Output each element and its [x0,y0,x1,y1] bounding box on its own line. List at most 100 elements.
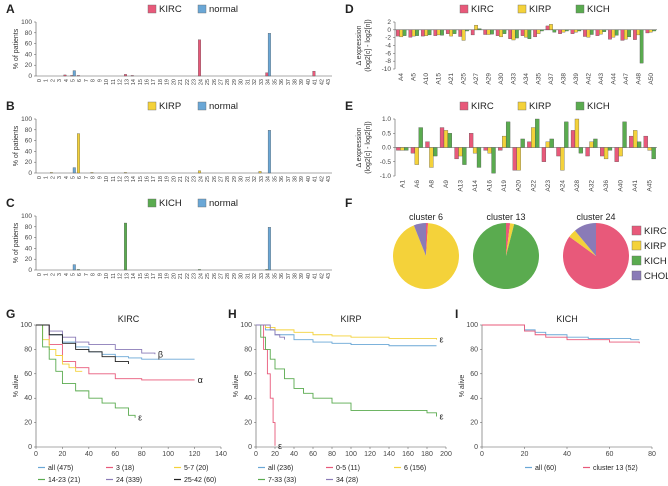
chart-a-xtick-label: 2 [50,79,56,82]
chart-d-bar-kirp [399,29,404,38]
chart-e-bar-kirp [458,147,463,157]
chart-g-xtick-label: 140 [215,451,227,458]
chart-c-xtick-label: 30 [239,273,245,279]
chart-a-legend-normal-label: normal [209,4,238,15]
chart-d-bar-kirc [420,29,425,37]
chart-a-bar-normal [72,70,76,77]
chart-e-bar-kirc [629,135,634,148]
chart-g-curve [36,324,136,418]
chart-g-curve-annotation: β [158,349,163,359]
chart-d-bar-kirc [495,29,500,36]
chart-c-legend-normal-swatch [197,198,207,208]
chart-e-bar-kirp [560,147,565,171]
chart-e-xtick-label: A6 [414,180,421,188]
chart-a-xtick-label: 28 [225,79,231,85]
chart-d-ytick-label: -8 [385,58,391,65]
chart-d-bar-kich [427,29,432,36]
pie-legend-chol-label: CHOL [644,271,668,282]
chart-d-bar-kich [552,29,557,33]
chart-b-bar-kirp [198,170,201,174]
chart-d-bar-kich [652,29,656,32]
chart-e-bar-kirp [516,147,521,171]
chart-a-xtick-label: 29 [232,79,238,85]
chart-b-xtick-label: 17 [151,176,157,182]
chart-d-bar-kich [415,29,419,36]
chart-i-ytick-label: 100 [466,322,478,329]
chart-a-xtick-label: 7 [84,79,90,82]
chart-d-bar-kirp [424,29,429,36]
pie-slice-kirc [506,223,511,256]
chart-a-xtick-label: 14 [131,79,137,85]
chart-e-ylabel-line: (log2[c] - log2[n]) [365,121,372,174]
chart-b-ytick-label: 100 [21,116,32,123]
chart-a-xtick-label: 9 [97,79,103,82]
chart-d-xtick-label: A50 [648,73,655,85]
chart-d-xtick-label: A4 [398,73,405,81]
chart-g-curve [36,324,195,360]
chart-c-xtick-label: 11 [111,273,117,279]
chart-e-bar-kirc [498,147,503,151]
chart-e-ylabel: Δ expression (log2[c] - log2[n]) [356,121,372,174]
chart-a-xtick-label: 21 [178,79,184,85]
chart-a-xtick-label: 36 [279,79,285,85]
chart-d-xtick-label: A5 [411,73,418,81]
chart-e-bar-kirp [531,127,536,148]
chart-b-legend-kirp-swatch [147,101,157,111]
chart-g-ytick-label: 80 [24,346,32,353]
chart-e-bar-kich [593,138,598,148]
chart-e-legend-kich-swatch [575,101,585,111]
chart-h-curve [256,324,285,340]
chart-d-xtick-label: A47 [623,73,630,85]
chart-c-bar-kich [198,269,201,271]
chart-a-xtick-label: 39 [299,79,305,85]
chart-e-bar-kich [447,133,452,148]
chart-b-xtick-label: 19 [165,176,171,182]
chart-c-xtick-label: 26 [212,273,218,279]
chart-e-bar-kich [636,141,642,148]
chart-h-curve-annotation: ε [440,335,444,345]
chart-e-xtick-label: A1 [399,180,406,188]
chart-a-xtick-label: 16 [145,79,151,85]
chart-e-bar-kirp [574,118,580,148]
chart-d-bar-kich [502,29,507,34]
chart-c-xtick-label: 4 [64,273,70,276]
chart-e-legend-kirp-swatch [517,101,527,111]
chart-e-bar-kirc [512,147,517,171]
chart-b-xtick-label: 2 [50,176,56,179]
chart-i-curve [482,324,640,344]
chart-e-xtick-label: A36 [603,180,610,192]
chart-e-bar-kich [535,118,540,148]
chart-g-legend-label: 24 (339) [116,477,142,484]
chart-e-xtick-label: A28 [574,180,581,192]
chart-a-xtick-label: 4 [64,79,70,82]
chart-c-xtick-label: 13 [124,273,130,279]
chart-e-bar-kirc [600,147,605,157]
chart-b-bar-kirp [50,172,53,174]
chart-a-xtick-label: 13 [124,79,130,85]
chart-d-bar-kirp [436,29,441,36]
chart-b-xtick-label: 31 [245,176,251,182]
chart-a-xtick-label: 8 [91,79,97,82]
chart-e-bar-kich [418,127,423,148]
chart-b-bar-normal [72,167,76,174]
chart-b-xtick-label: 22 [185,176,191,182]
chart-e-bar-kich [462,147,467,165]
chart-d-xtick-label: A35 [535,73,542,85]
chart-a-xtick-label: 40 [306,79,312,85]
chart-b-xtick-label: 1 [44,176,50,179]
chart-e-bar-kirc [396,147,401,151]
chart-a-legend-kirc-label: KIRC [159,4,182,15]
chart-d-bar-kich [540,29,544,32]
chart-d-bar-kirp [574,29,578,33]
chart-g-legend-label: all (475) [48,465,73,472]
chart-g-xtick-label: 20 [59,451,67,458]
chart-g-xtick-label: 80 [138,451,146,458]
chart-b-xtick-label: 27 [219,176,225,182]
chart-e-bar-kirp [414,147,419,165]
chart-b-bar-kirp [90,172,94,174]
chart-c-xtick-label: 1 [44,273,50,276]
chart-e-xtick-label: A22 [530,180,537,192]
chart-h-curve [256,324,437,347]
chart-d-bar-kich [639,29,644,64]
chart-g-curve [36,324,83,372]
